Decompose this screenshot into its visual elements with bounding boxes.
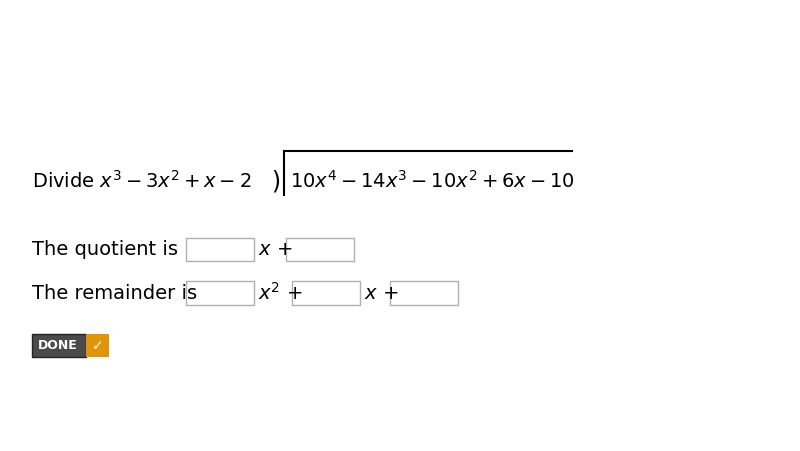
FancyBboxPatch shape — [292, 281, 360, 305]
Text: The remainder is: The remainder is — [32, 284, 197, 303]
FancyBboxPatch shape — [186, 281, 254, 305]
Text: Divide a Fourth-Degree Polynomial: Divide a Fourth-Degree Polynomial — [32, 38, 552, 64]
FancyBboxPatch shape — [186, 238, 254, 261]
FancyBboxPatch shape — [286, 238, 354, 261]
Text: $)$: $)$ — [271, 167, 280, 193]
Text: $10x^{4}-14x^{3}-10x^{2}+6x-10$: $10x^{4}-14x^{3}-10x^{2}+6x-10$ — [290, 170, 574, 192]
Text: $x^{2}$ +: $x^{2}$ + — [258, 282, 302, 304]
FancyBboxPatch shape — [390, 281, 458, 305]
FancyBboxPatch shape — [86, 335, 109, 357]
Text: DONE: DONE — [38, 339, 78, 352]
Text: ✓: ✓ — [92, 339, 103, 353]
Text: Divide $x^{3}-3x^{2}+x-2$: Divide $x^{3}-3x^{2}+x-2$ — [32, 170, 251, 192]
Text: $x$ +: $x$ + — [364, 284, 398, 303]
Text: The quotient is: The quotient is — [32, 240, 178, 259]
Text: $x$ +: $x$ + — [258, 240, 292, 259]
FancyBboxPatch shape — [32, 335, 86, 357]
